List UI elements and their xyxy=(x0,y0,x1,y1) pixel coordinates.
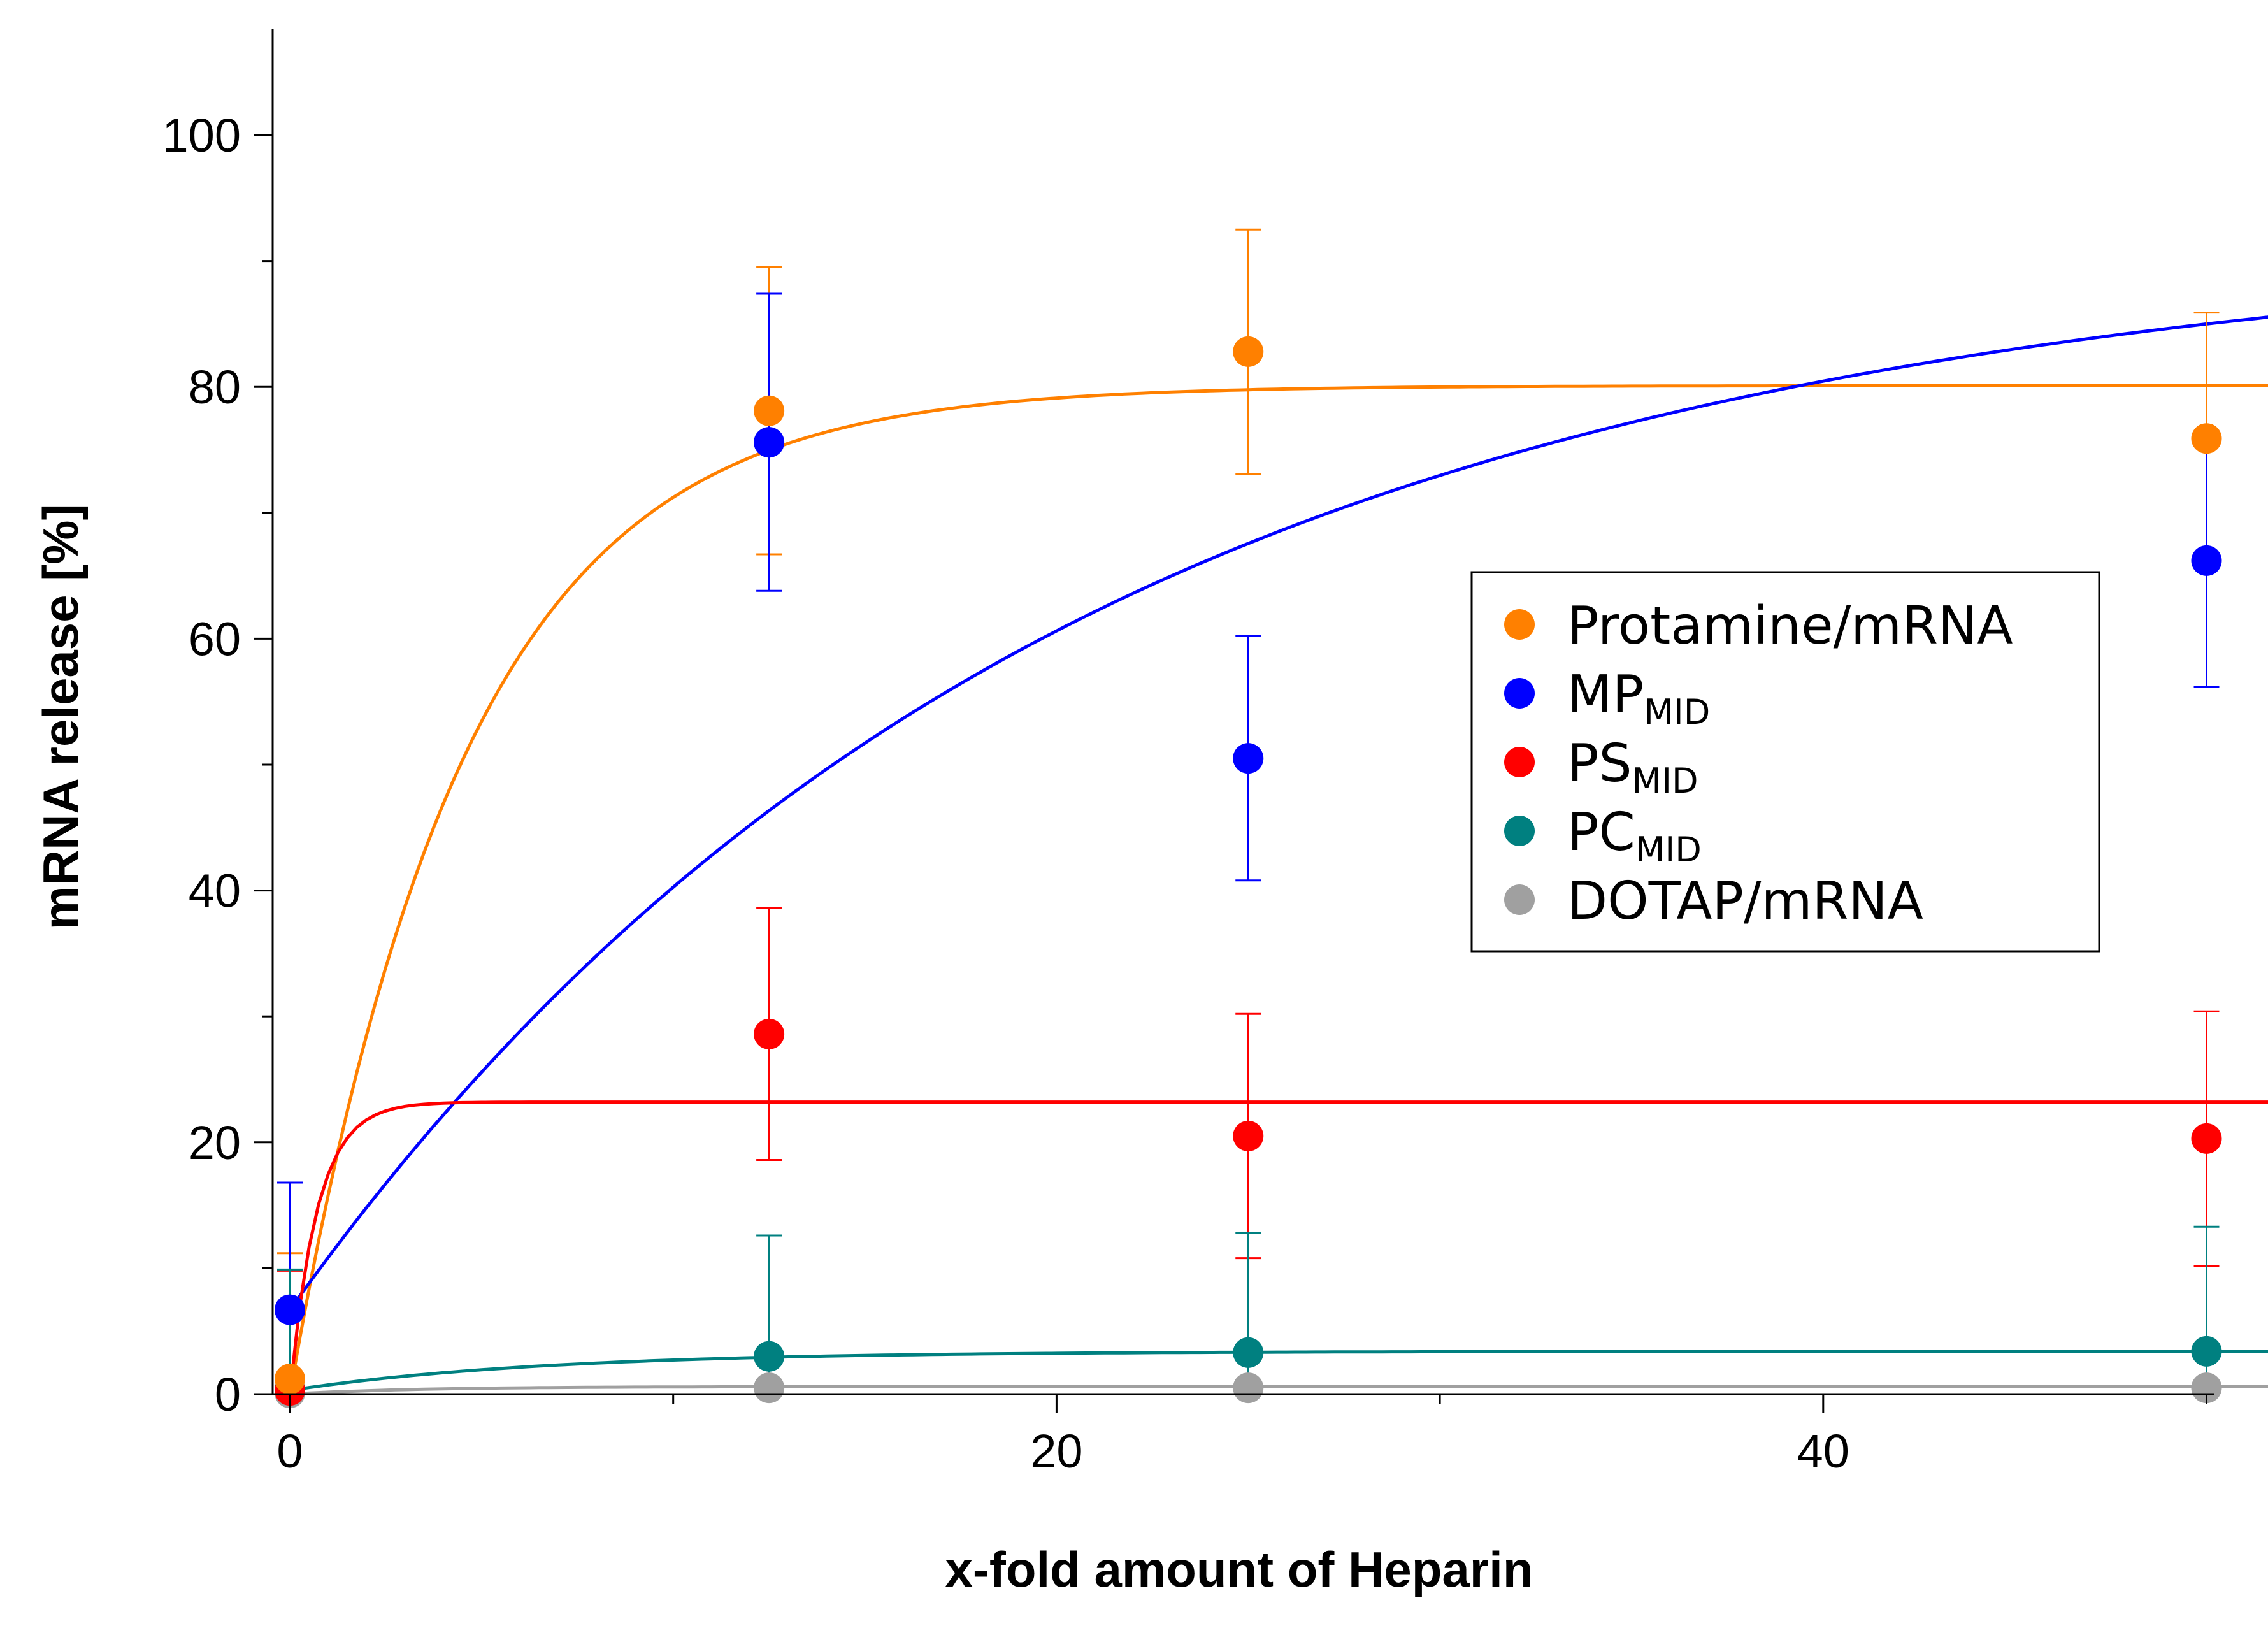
point-mpmid xyxy=(275,1294,305,1325)
legend-label-main: MP xyxy=(1567,665,1644,725)
point-psmid xyxy=(1233,1120,1264,1151)
point-protaminemrna xyxy=(1233,336,1264,367)
point-psmid xyxy=(2191,1123,2222,1154)
y-axis-title: mRNA release [%] xyxy=(32,503,89,930)
legend-marker-protaminemrna xyxy=(1504,609,1535,640)
y-tick-label: 80 xyxy=(189,361,241,414)
point-pcmid xyxy=(754,1341,785,1372)
point-psmid xyxy=(754,1018,785,1049)
y-tick-label: 100 xyxy=(162,109,241,162)
legend-label-psmid: PSMID xyxy=(1567,733,1698,801)
legend-label-mpmid: MPMID xyxy=(1567,665,1710,732)
x-axis-title: x-fold amount of Heparin xyxy=(945,1541,1533,1597)
legend-marker-mpmid xyxy=(1504,678,1535,709)
legend-marker-pcmid xyxy=(1504,816,1535,846)
point-mpmid xyxy=(754,427,785,458)
legend-label-sub: MID xyxy=(1635,830,1702,870)
point-protaminemrna xyxy=(275,1364,305,1395)
point-dotapmrna xyxy=(2191,1372,2222,1404)
legend-label-protaminemrna: Protamine/mRNA xyxy=(1567,596,2013,656)
point-mpmid xyxy=(2191,545,2222,576)
x-tick-label: 40 xyxy=(1797,1425,1849,1478)
y-tick-label: 40 xyxy=(189,865,241,918)
fit-curve-dotapmrna xyxy=(289,1385,2268,1396)
axes xyxy=(254,29,2214,1413)
legend-label-sub: MID xyxy=(1632,761,1698,801)
point-dotapmrna xyxy=(1233,1372,1264,1404)
legend-label-main: Protamine/mRNA xyxy=(1567,596,2013,656)
legend-marker-psmid xyxy=(1504,747,1535,777)
legend-label-main: PC xyxy=(1567,802,1635,863)
point-dotapmrna xyxy=(754,1372,785,1404)
fit-curve-pcmid xyxy=(289,1350,2268,1392)
legend-label-dotapmrna: DOTAP/mRNA xyxy=(1567,871,1923,932)
legend-label-main: PS xyxy=(1567,733,1632,794)
y-tick-label: 0 xyxy=(215,1368,241,1421)
legend-label-sub: MID xyxy=(1644,692,1710,732)
point-pcmid xyxy=(2191,1336,2222,1367)
x-tick-label: 0 xyxy=(276,1425,303,1478)
legend-box xyxy=(1470,571,2100,953)
legend-marker-dotapmrna xyxy=(1504,884,1535,915)
tick-labels: 020406080100020406080100 xyxy=(162,109,1849,1478)
y-tick-label: 60 xyxy=(189,612,241,665)
point-protaminemrna xyxy=(754,395,785,426)
legend-label-pcmid: PCMID xyxy=(1567,802,1702,870)
point-pcmid xyxy=(1233,1337,1264,1368)
point-protaminemrna xyxy=(2191,423,2222,454)
data-points xyxy=(275,336,2222,1409)
legend-label-main: DOTAP/mRNA xyxy=(1567,871,1923,932)
point-mpmid xyxy=(1233,743,1264,774)
y-tick-label: 20 xyxy=(189,1116,241,1169)
x-tick-label: 20 xyxy=(1030,1425,1082,1478)
